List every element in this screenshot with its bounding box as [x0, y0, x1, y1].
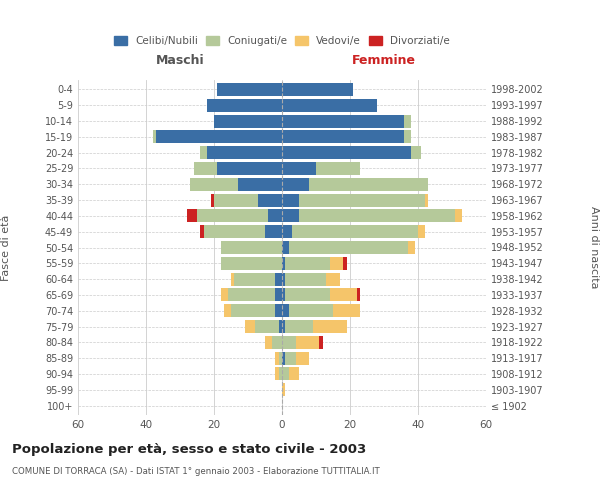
- Bar: [286, 320, 313, 333]
- Bar: [282, 162, 316, 175]
- Bar: [404, 114, 411, 128]
- Bar: [217, 162, 282, 175]
- Bar: [153, 130, 156, 143]
- Bar: [245, 320, 255, 333]
- Bar: [286, 257, 329, 270]
- Bar: [275, 288, 282, 302]
- Bar: [238, 178, 282, 191]
- Bar: [282, 241, 289, 254]
- Bar: [282, 336, 296, 349]
- Bar: [282, 272, 286, 285]
- Bar: [282, 83, 353, 96]
- Bar: [289, 304, 333, 317]
- Bar: [316, 162, 360, 175]
- Bar: [275, 272, 282, 285]
- Bar: [204, 225, 265, 238]
- Bar: [282, 288, 286, 302]
- Bar: [282, 257, 286, 270]
- Bar: [275, 352, 278, 364]
- Bar: [282, 146, 411, 159]
- Bar: [278, 368, 282, 380]
- Bar: [411, 146, 421, 159]
- Bar: [221, 241, 282, 254]
- Bar: [292, 225, 418, 238]
- Bar: [235, 272, 275, 285]
- Text: Anni di nascita: Anni di nascita: [589, 206, 599, 289]
- Bar: [418, 225, 425, 238]
- Bar: [217, 83, 282, 96]
- Bar: [296, 336, 319, 349]
- Bar: [455, 210, 462, 222]
- Bar: [278, 320, 282, 333]
- Bar: [282, 194, 299, 206]
- Bar: [333, 304, 360, 317]
- Bar: [357, 288, 360, 302]
- Bar: [211, 194, 214, 206]
- Bar: [404, 130, 411, 143]
- Bar: [309, 178, 428, 191]
- Bar: [194, 162, 217, 175]
- Bar: [408, 241, 415, 254]
- Bar: [265, 225, 282, 238]
- Bar: [190, 178, 238, 191]
- Bar: [278, 352, 282, 364]
- Bar: [282, 99, 377, 112]
- Bar: [286, 288, 329, 302]
- Bar: [282, 210, 299, 222]
- Text: Popolazione per età, sesso e stato civile - 2003: Popolazione per età, sesso e stato civil…: [12, 442, 366, 456]
- Text: COMUNE DI TORRACA (SA) - Dati ISTAT 1° gennaio 2003 - Elaborazione TUTTITALIA.IT: COMUNE DI TORRACA (SA) - Dati ISTAT 1° g…: [12, 468, 380, 476]
- Bar: [200, 146, 207, 159]
- Bar: [329, 288, 357, 302]
- Bar: [282, 225, 292, 238]
- Bar: [319, 336, 323, 349]
- Bar: [272, 336, 282, 349]
- Bar: [289, 368, 299, 380]
- Bar: [275, 368, 278, 380]
- Bar: [187, 210, 197, 222]
- Bar: [207, 99, 282, 112]
- Bar: [299, 194, 425, 206]
- Bar: [224, 304, 231, 317]
- Bar: [275, 304, 282, 317]
- Bar: [282, 320, 286, 333]
- Bar: [221, 257, 282, 270]
- Bar: [282, 352, 286, 364]
- Bar: [326, 272, 340, 285]
- Bar: [197, 210, 268, 222]
- Bar: [268, 210, 282, 222]
- Bar: [425, 194, 428, 206]
- Bar: [282, 368, 289, 380]
- Bar: [255, 320, 278, 333]
- Bar: [329, 257, 343, 270]
- Bar: [214, 114, 282, 128]
- Bar: [207, 146, 282, 159]
- Bar: [313, 320, 347, 333]
- Text: Fasce di età: Fasce di età: [1, 214, 11, 280]
- Bar: [286, 272, 326, 285]
- Bar: [258, 194, 282, 206]
- Bar: [343, 257, 347, 270]
- Bar: [282, 304, 289, 317]
- Bar: [221, 288, 227, 302]
- Bar: [282, 383, 286, 396]
- Bar: [299, 210, 455, 222]
- Bar: [286, 352, 296, 364]
- Text: Femmine: Femmine: [352, 54, 416, 68]
- Bar: [156, 130, 282, 143]
- Legend: Celibi/Nubili, Coniugati/e, Vedovi/e, Divorziati/e: Celibi/Nubili, Coniugati/e, Vedovi/e, Di…: [110, 32, 454, 50]
- Bar: [282, 114, 404, 128]
- Bar: [289, 241, 408, 254]
- Bar: [282, 178, 309, 191]
- Bar: [231, 272, 235, 285]
- Bar: [296, 352, 309, 364]
- Bar: [227, 288, 275, 302]
- Text: Maschi: Maschi: [155, 54, 205, 68]
- Bar: [231, 304, 275, 317]
- Bar: [265, 336, 272, 349]
- Bar: [282, 130, 404, 143]
- Bar: [200, 225, 204, 238]
- Bar: [214, 194, 258, 206]
